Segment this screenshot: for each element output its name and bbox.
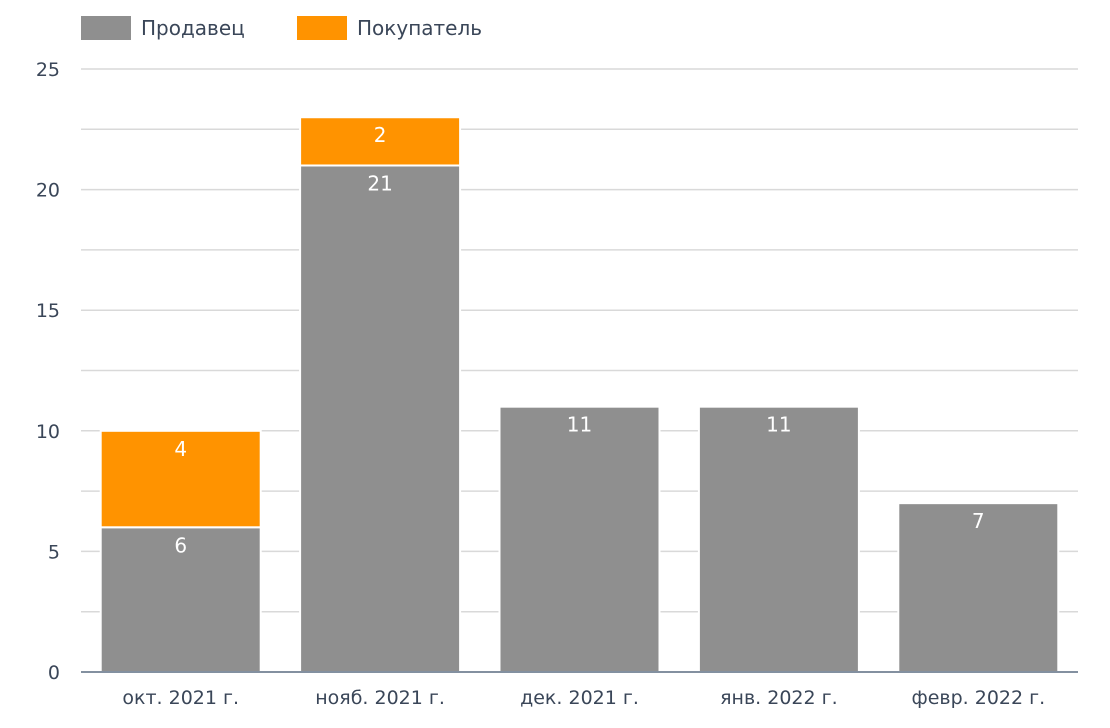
bar-segment: [498, 405, 661, 673]
data-label: 11: [567, 413, 592, 437]
legend: Продавец Покупатель: [81, 16, 482, 40]
bar-segment: [99, 429, 262, 529]
x-tick-label: окт. 2021 г.: [122, 687, 239, 709]
y-tick-label: 15: [36, 300, 60, 322]
x-tick-label: нояб. 2021 г.: [315, 687, 445, 709]
y-axis-ticks: 0 5 10 15 20 25: [36, 59, 60, 684]
x-tick-label: янв. 2022 г.: [720, 687, 838, 709]
bar-segment: [697, 405, 860, 673]
x-tick-label: дек. 2021 г.: [520, 687, 639, 709]
x-axis-ticks: окт. 2021 г. нояб. 2021 г. дек. 2021 г. янв…: [122, 687, 1045, 709]
legend-label-pokupatel: Покупатель: [357, 16, 482, 40]
data-label: 6: [174, 533, 187, 557]
data-label: 21: [367, 171, 392, 195]
data-labels: 6 4 21 2 11 11 7: [174, 123, 984, 557]
data-label: 2: [374, 123, 387, 147]
y-tick-label: 10: [36, 421, 60, 443]
bars: [99, 116, 1060, 674]
y-tick-label: 25: [36, 59, 60, 81]
bar-segment: [897, 502, 1060, 673]
legend-swatch-prodavets: [81, 16, 131, 40]
y-tick-label: 5: [48, 541, 60, 563]
y-tick-label: 20: [36, 180, 60, 202]
y-tick-label: 0: [48, 662, 60, 684]
data-label: 7: [972, 509, 985, 533]
data-label: 4: [174, 437, 187, 461]
bar-segment: [299, 116, 462, 167]
legend-swatch-pokupatel: [297, 16, 347, 40]
x-tick-label: февр. 2022 г.: [911, 687, 1045, 709]
legend-label-prodavets: Продавец: [141, 16, 245, 40]
data-label: 11: [766, 413, 791, 437]
bar-segment: [299, 164, 462, 673]
